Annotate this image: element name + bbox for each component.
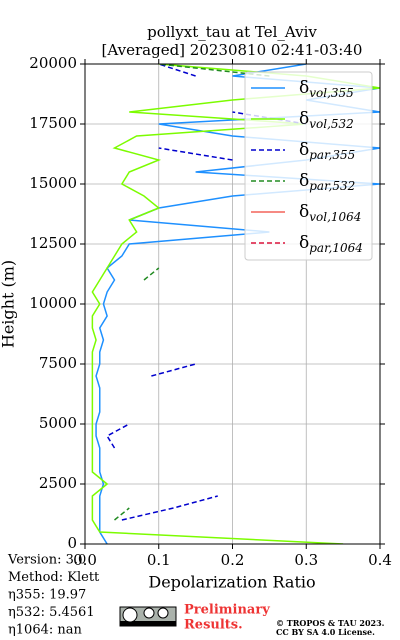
legend-label: δpar,355 bbox=[299, 140, 355, 162]
cc-logo bbox=[119, 606, 177, 627]
y-tick-label: 20000 bbox=[29, 54, 77, 72]
legend-label: δvol,1064 bbox=[299, 202, 361, 224]
y-tick-label: 5000 bbox=[39, 414, 77, 432]
chart-subtitle: [Averaged] 20230810 02:41-03:40 bbox=[102, 41, 363, 59]
y-tick-label: 12500 bbox=[29, 234, 77, 252]
legend-label: δvol,532 bbox=[299, 109, 354, 131]
y-tick-label: 17500 bbox=[29, 114, 77, 132]
x-tick-label: 0.2 bbox=[221, 551, 245, 569]
notice: Preliminary bbox=[184, 603, 270, 618]
annotation: Method: Klett bbox=[8, 570, 100, 585]
x-tick-label: 0.0 bbox=[73, 551, 97, 569]
x-tick-label: 0.3 bbox=[294, 551, 318, 569]
chart-title: pollyxt_tau at Tel_Aviv bbox=[147, 23, 317, 41]
y-tick-label: 10000 bbox=[29, 294, 77, 312]
legend-label: δvol,355 bbox=[299, 78, 354, 100]
y-tick-label: 0 bbox=[67, 534, 77, 552]
legend-label: δpar,1064 bbox=[299, 233, 363, 255]
y-axis-label: Height (m) bbox=[0, 260, 18, 348]
notice: Results. bbox=[184, 618, 243, 633]
legend-label: δpar,532 bbox=[299, 171, 355, 193]
line bbox=[91, 64, 380, 544]
license: © TROPOS & TAU 2023. bbox=[276, 618, 385, 628]
annotation: Version: 3.0 bbox=[7, 553, 86, 568]
legend: δvol,355 δvol,532 δpar,355 δpar,532 δvol,106… bbox=[244, 71, 373, 261]
x-tick-label: 0.4 bbox=[368, 551, 392, 569]
annotation: η532: 5.4561 bbox=[8, 605, 95, 620]
plot-frame bbox=[84, 63, 381, 545]
x-tick-label: 0.1 bbox=[147, 551, 171, 569]
y-tick-label: 2500 bbox=[39, 474, 77, 492]
annotation: η355: 19.97 bbox=[8, 588, 86, 603]
y-tick-label: 15000 bbox=[29, 174, 77, 192]
annotation: η1064: nan bbox=[8, 623, 83, 638]
x-axis-label: Depolarization Ratio bbox=[148, 573, 315, 592]
y-tick-label: 7500 bbox=[39, 354, 77, 372]
license: CC BY SA 4.0 License. bbox=[276, 627, 375, 637]
